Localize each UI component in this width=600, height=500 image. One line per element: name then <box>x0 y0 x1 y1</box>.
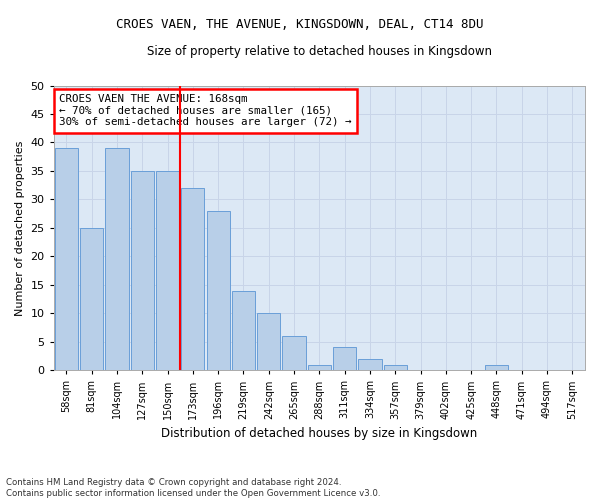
Y-axis label: Number of detached properties: Number of detached properties <box>15 140 25 316</box>
Bar <box>383 364 407 370</box>
Text: CROES VAEN, THE AVENUE, KINGSDOWN, DEAL, CT14 8DU: CROES VAEN, THE AVENUE, KINGSDOWN, DEAL,… <box>116 18 484 30</box>
Bar <box>80 228 103 370</box>
Bar <box>156 171 179 370</box>
Bar <box>358 359 382 370</box>
Bar <box>131 171 154 370</box>
Bar <box>106 148 128 370</box>
Bar <box>55 148 78 370</box>
Bar <box>333 348 356 370</box>
Bar <box>283 336 305 370</box>
Bar <box>257 314 280 370</box>
Title: Size of property relative to detached houses in Kingsdown: Size of property relative to detached ho… <box>147 45 492 58</box>
Bar <box>485 364 508 370</box>
X-axis label: Distribution of detached houses by size in Kingsdown: Distribution of detached houses by size … <box>161 427 478 440</box>
Text: Contains HM Land Registry data © Crown copyright and database right 2024.
Contai: Contains HM Land Registry data © Crown c… <box>6 478 380 498</box>
Bar <box>308 364 331 370</box>
Text: CROES VAEN THE AVENUE: 168sqm
← 70% of detached houses are smaller (165)
30% of : CROES VAEN THE AVENUE: 168sqm ← 70% of d… <box>59 94 352 128</box>
Bar <box>232 290 255 370</box>
Bar <box>181 188 205 370</box>
Bar <box>206 211 230 370</box>
